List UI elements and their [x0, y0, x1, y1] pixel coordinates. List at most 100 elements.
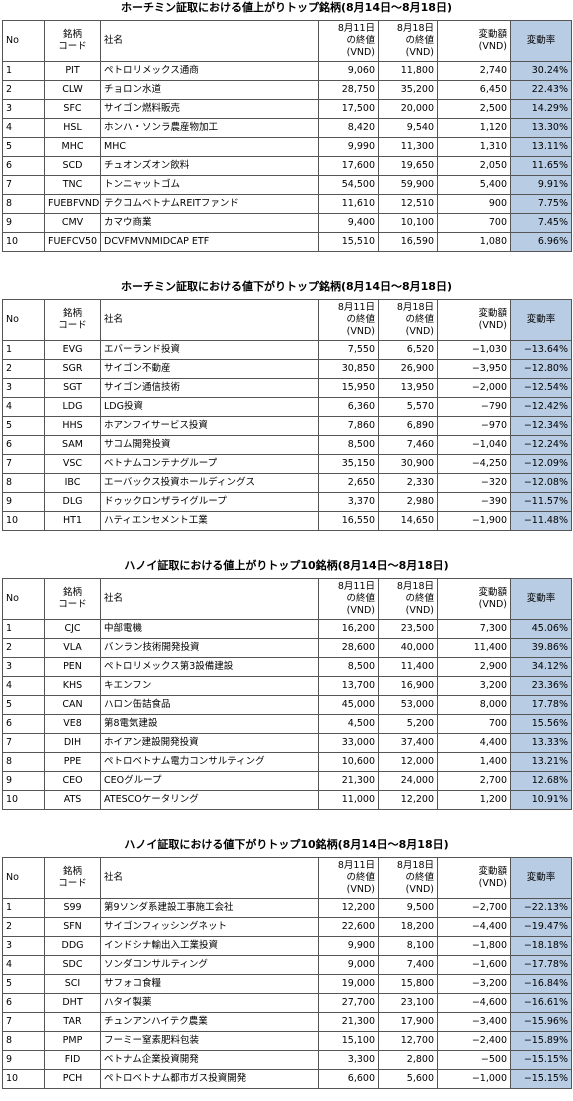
- cell: −1,600: [437, 955, 511, 975]
- cell: 22.43%: [510, 80, 572, 100]
- cell: 7,550: [318, 340, 379, 360]
- header-cell: 変動率: [510, 857, 572, 899]
- cell: 11.65%: [510, 156, 572, 176]
- data-row: 4 LDG LDG投資 6,360 5,570 −790 −12.42%: [2, 397, 572, 417]
- cell: FID: [44, 1050, 101, 1070]
- header-cell: 変動額 (VND): [437, 299, 511, 341]
- header-cell: 変動額 (VND): [437, 857, 511, 899]
- data-row: 1 CJC 中部電機 16,200 23,500 7,300 45.06%: [2, 619, 572, 639]
- ranking-table: No 銘柄 コード 社名 8月11日 の終値 (VND) 8月18日 の終値 (VND)…: [2, 578, 572, 810]
- data-row: 10 ATS ATESCOケータリング 11,000 12,200 1,200 10.91%: [2, 790, 572, 810]
- cell: 4,400: [437, 733, 511, 753]
- cell: 2,330: [378, 473, 438, 493]
- cell: 34.12%: [510, 657, 572, 677]
- cell: −18.18%: [510, 936, 572, 956]
- header-cell: 8月18日 の終値 (VND): [378, 20, 438, 62]
- cell: 26,900: [378, 359, 438, 379]
- cell: −16.61%: [510, 993, 572, 1013]
- cell: 16,900: [378, 676, 438, 696]
- cell: 23.36%: [510, 676, 572, 696]
- cell: 54,500: [318, 175, 379, 195]
- cell: TAR: [44, 1012, 101, 1032]
- cell: キエンフン: [100, 676, 319, 696]
- cell: HHS: [44, 416, 101, 436]
- cell: 17.78%: [510, 695, 572, 715]
- cell: 8,100: [378, 936, 438, 956]
- cell: 21,300: [318, 1012, 379, 1032]
- cell: DHT: [44, 993, 101, 1013]
- cell: 19,000: [318, 974, 379, 994]
- cell: SGR: [44, 359, 101, 379]
- cell: DCVFMVNMIDCAP ETF: [100, 232, 319, 252]
- cell: 8: [2, 194, 45, 214]
- cell: 900: [437, 194, 511, 214]
- cell: 8: [2, 473, 45, 493]
- cell: ベトナムコンテナグループ: [100, 454, 319, 474]
- ranking-table: No 銘柄 コード 社名 8月11日 の終値 (VND) 8月18日 の終値 (VND)…: [2, 857, 572, 1089]
- cell: 15,800: [378, 974, 438, 994]
- cell: TNC: [44, 175, 101, 195]
- cell: −4,600: [437, 993, 511, 1013]
- cell: ハタイ製薬: [100, 993, 319, 1013]
- cell: 18,200: [378, 917, 438, 937]
- cell: DLG: [44, 492, 101, 512]
- data-row: 8 PPE ペトロベトナム電力コンサルティング 10,600 12,000 1,400 13…: [2, 752, 572, 772]
- header-cell: 社名: [100, 299, 319, 341]
- header-cell: 変動率: [510, 20, 572, 62]
- cell: サフォコ食糧: [100, 974, 319, 994]
- data-row: 6 SAM サコム開発投資 8,500 7,460 −1,040 −12.24%: [2, 435, 572, 455]
- cell: 17,500: [318, 99, 379, 119]
- cell: −3,200: [437, 974, 511, 994]
- cell: 1: [2, 340, 45, 360]
- cell: 5,600: [378, 1069, 438, 1089]
- cell: 9,540: [378, 118, 438, 138]
- cell: CAN: [44, 695, 101, 715]
- cell: −500: [437, 1050, 511, 1070]
- cell: インドシナ輸出入工業投資: [100, 936, 319, 956]
- cell: 9: [2, 213, 45, 233]
- cell: 59,900: [378, 175, 438, 195]
- cell: チュオンズオン飲料: [100, 156, 319, 176]
- cell: MHC: [100, 137, 319, 157]
- cell: SFN: [44, 917, 101, 937]
- cell: ペトロリメックス通商: [100, 61, 319, 81]
- cell: CLW: [44, 80, 101, 100]
- data-row: 4 KHS キエンフン 13,700 16,900 3,200 23.36%: [2, 676, 572, 696]
- cell: 1,310: [437, 137, 511, 157]
- cell: 9,000: [318, 955, 379, 975]
- cell: 1,080: [437, 232, 511, 252]
- data-row: 3 SGT サイゴン通信技術 15,950 13,950 −2,000 −12.54%: [2, 378, 572, 398]
- cell: 5: [2, 695, 45, 715]
- cell: −1,000: [437, 1069, 511, 1089]
- cell: 2,900: [437, 657, 511, 677]
- cell: FUEBFVND: [44, 194, 101, 214]
- cell: 6,600: [318, 1069, 379, 1089]
- cell: 24,000: [378, 771, 438, 791]
- data-row: 7 VSC ベトナムコンテナグループ 35,150 30,900 −4,250 −12.09…: [2, 454, 572, 474]
- cell: 9,990: [318, 137, 379, 157]
- cell: 15,510: [318, 232, 379, 252]
- cell: −1,900: [437, 511, 511, 531]
- cell: バンラン技術開発投資: [100, 638, 319, 658]
- cell: 5: [2, 416, 45, 436]
- header-cell: 変動率: [510, 578, 572, 620]
- cell: 700: [437, 213, 511, 233]
- cell: ハティエンセメント工業: [100, 511, 319, 531]
- cell: 11,300: [378, 137, 438, 157]
- cell: 4: [2, 955, 45, 975]
- cell: 6,360: [318, 397, 379, 417]
- cell: 9,900: [318, 936, 379, 956]
- cell: −22.13%: [510, 898, 572, 918]
- cell: 28,750: [318, 80, 379, 100]
- cell: KHS: [44, 676, 101, 696]
- cell: 2,650: [318, 473, 379, 493]
- cell: 10,100: [378, 213, 438, 233]
- header-cell: No: [2, 578, 45, 620]
- cell: IBC: [44, 473, 101, 493]
- cell: 45.06%: [510, 619, 572, 639]
- cell: SDC: [44, 955, 101, 975]
- cell: 12,510: [378, 194, 438, 214]
- cell: CJC: [44, 619, 101, 639]
- data-row: 9 CEO CEOグループ 21,300 24,000 2,700 12.68%: [2, 771, 572, 791]
- cell: ホアンフイサービス投資: [100, 416, 319, 436]
